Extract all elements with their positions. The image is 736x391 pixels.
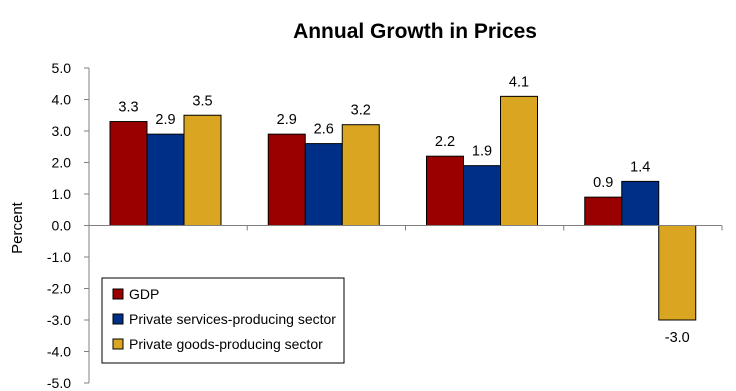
y-tick-label: 2.0 — [52, 155, 72, 171]
bar-3-2 — [341, 124, 380, 226]
data-label-3-3: 4.1 — [509, 74, 529, 90]
data-label-3-1: 3.5 — [192, 93, 212, 109]
y-tick-label: -3.0 — [47, 312, 71, 328]
legend-label-1: GDP — [129, 286, 159, 302]
legend-swatch-1 — [112, 288, 124, 300]
data-label-2-3: 1.9 — [472, 144, 492, 160]
bar-2-2 — [304, 143, 343, 227]
bar-1-1 — [109, 121, 148, 226]
bar-1-2 — [267, 133, 306, 226]
y-tick-label: 4.0 — [52, 92, 72, 108]
y-tick-label: -4.0 — [47, 344, 71, 360]
legend-swatch-2 — [112, 313, 124, 325]
axes-group: 5.0 4.0 3.0 2.0 1.0 0.0 -1.0 -2.0 -3.0 -4.0 -5.0 — [47, 60, 723, 391]
bars-group — [109, 95, 697, 321]
bar-1-4 — [584, 196, 623, 226]
legend-label-2: Private services-producing sector — [129, 311, 336, 327]
chart-title: Annual Growth in Prices — [293, 20, 537, 43]
y-tick-label: -5.0 — [47, 375, 71, 391]
legend-swatch-3 — [112, 338, 124, 350]
data-label-3-2: 3.2 — [351, 103, 371, 119]
data-label-1-2: 2.9 — [277, 112, 297, 128]
data-label-1-1: 3.3 — [118, 100, 138, 116]
bar-3-4 — [658, 225, 697, 321]
y-tick-label: -1.0 — [47, 249, 71, 265]
y-tick-label: 5.0 — [52, 60, 72, 76]
bar-3-3 — [500, 95, 538, 226]
y-tick-label: 1.0 — [52, 186, 72, 202]
legend-label-3: Private goods-producing sector — [129, 336, 323, 352]
data-label-2-1: 2.9 — [155, 112, 175, 128]
y-axis-label: Percent — [9, 201, 26, 254]
y-tick-label: 0.0 — [52, 218, 72, 234]
bar-2-3 — [463, 165, 501, 226]
bar-3-1 — [183, 114, 222, 226]
data-label-3-4: -3.0 — [665, 330, 690, 346]
y-tick-label: 3.0 — [52, 123, 72, 139]
data-label-2-4: 1.4 — [630, 159, 650, 175]
bar-2-4 — [621, 180, 660, 226]
data-labels-group: 3.3 2.9 3.5 2.9 2.6 3.2 2.2 1.9 4.1 0.9 1.4 -3.0 — [118, 74, 689, 346]
data-label-1-3: 2.2 — [435, 134, 455, 150]
bar-2-1 — [146, 133, 185, 226]
y-tick-label: -2.0 — [47, 281, 71, 297]
data-label-2-2: 2.6 — [314, 122, 334, 138]
legend: GDP Private services-producing sector Priv… — [101, 277, 345, 364]
legend-box — [101, 277, 345, 364]
bar-1-3 — [426, 155, 464, 226]
data-label-1-4: 0.9 — [593, 175, 613, 191]
